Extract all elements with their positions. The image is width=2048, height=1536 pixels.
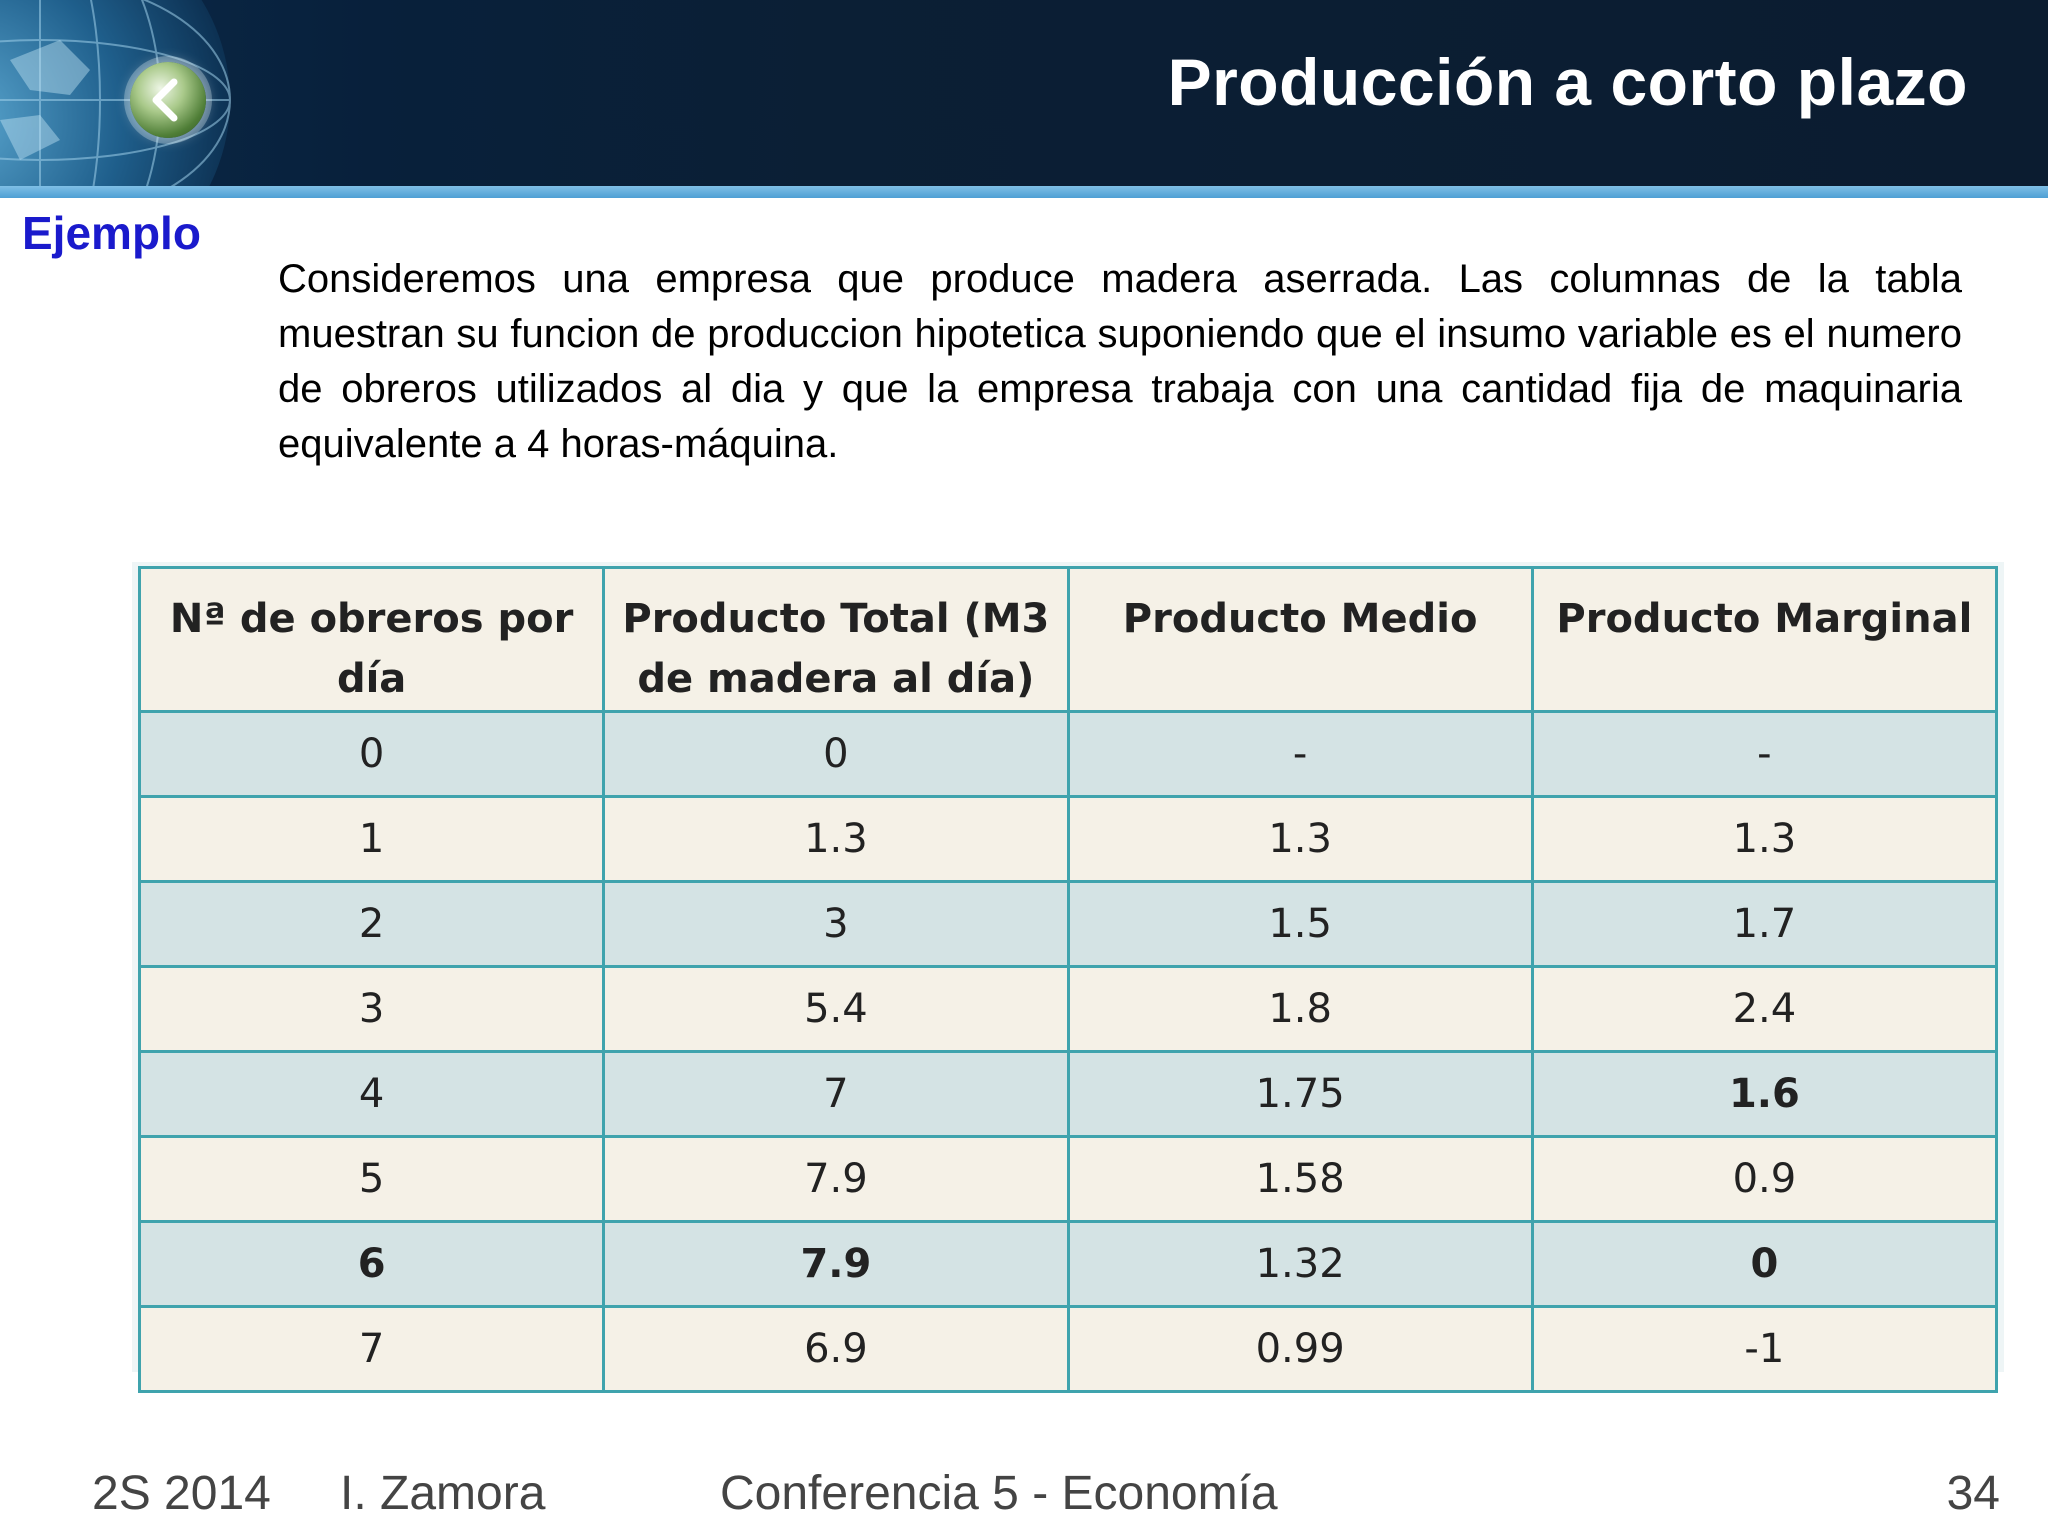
header-total-product: Producto Total (M3 de madera al día)	[602, 566, 1070, 713]
table-row: 5 7.9 1.58 0.9	[137, 1135, 1999, 1223]
cell-workers: 2	[137, 880, 606, 968]
table-row: 6 7.9 1.32 0	[137, 1220, 1999, 1308]
production-table-container: Nª de obreros por día Producto Total (M3…	[132, 562, 2004, 1393]
cell-total-product: 5.4	[602, 965, 1070, 1053]
globe-icon	[0, 0, 270, 186]
intro-paragraph: Consideremos una empresa que produce mad…	[278, 257, 1962, 466]
footer-page-number: 34	[1946, 1467, 2000, 1520]
cell-marginal-product: 1.6	[1530, 1050, 1999, 1138]
cell-workers: 1	[137, 795, 606, 883]
cell-average-product: 1.3	[1066, 795, 1534, 883]
table-header-row: Nª de obreros por día Producto Total (M3…	[137, 566, 1999, 713]
cell-total-product: 3	[602, 880, 1070, 968]
cell-average-product: 1.58	[1066, 1135, 1534, 1223]
cell-total-product: 1.3	[602, 795, 1070, 883]
cell-total-product: 7.9	[602, 1135, 1070, 1223]
footer-course: Conferencia 5 - Economía	[720, 1467, 1278, 1520]
example-label: Ejemplo	[22, 207, 201, 259]
footer-term: 2S 2014	[92, 1467, 271, 1520]
slide-header: Producción a corto plazo	[0, 0, 2048, 186]
cell-average-product: 0.99	[1066, 1305, 1534, 1393]
header-average-product: Producto Medio	[1066, 566, 1534, 713]
cell-workers: 4	[137, 1050, 606, 1138]
slide-title: Producción a corto plazo	[1167, 45, 1968, 119]
cell-workers: 0	[137, 710, 606, 798]
table-row: 4 7 1.75 1.6	[137, 1050, 1999, 1138]
production-table: Nª de obreros por día Producto Total (M3…	[137, 566, 1999, 1393]
cell-average-product: 1.8	[1066, 965, 1534, 1053]
cell-marginal-product: 1.7	[1530, 880, 1999, 968]
header-stripe	[0, 186, 2048, 198]
cell-marginal-product: -	[1530, 710, 1999, 798]
cell-workers: 6	[137, 1220, 606, 1308]
footer-author: I. Zamora	[340, 1467, 546, 1520]
cell-workers: 3	[137, 965, 606, 1053]
table-row: 1 1.3 1.3 1.3	[137, 795, 1999, 883]
header-marginal-product: Producto Marginal	[1530, 566, 1999, 713]
back-button[interactable]	[130, 62, 206, 138]
cell-marginal-product: -1	[1530, 1305, 1999, 1393]
cell-marginal-product: 0.9	[1530, 1135, 1999, 1223]
table-row: 2 3 1.5 1.7	[137, 880, 1999, 968]
cell-marginal-product: 2.4	[1530, 965, 1999, 1053]
cell-marginal-product: 1.3	[1530, 795, 1999, 883]
cell-workers: 5	[137, 1135, 606, 1223]
cell-total-product: 7	[602, 1050, 1070, 1138]
cell-average-product: -	[1066, 710, 1534, 798]
cell-marginal-product: 0	[1530, 1220, 1999, 1308]
cell-total-product: 6.9	[602, 1305, 1070, 1393]
table-row: 7 6.9 0.99 -1	[137, 1305, 1999, 1393]
cell-total-product: 0	[602, 710, 1070, 798]
table-row: 3 5.4 1.8 2.4	[137, 965, 1999, 1053]
cell-average-product: 1.75	[1066, 1050, 1534, 1138]
cell-total-product: 7.9	[602, 1220, 1070, 1308]
header-workers: Nª de obreros por día	[137, 566, 606, 713]
table-row: 0 0 - -	[137, 710, 1999, 798]
cell-average-product: 1.32	[1066, 1220, 1534, 1308]
cell-average-product: 1.5	[1066, 880, 1534, 968]
cell-workers: 7	[137, 1305, 606, 1393]
chevron-left-icon	[152, 78, 178, 122]
